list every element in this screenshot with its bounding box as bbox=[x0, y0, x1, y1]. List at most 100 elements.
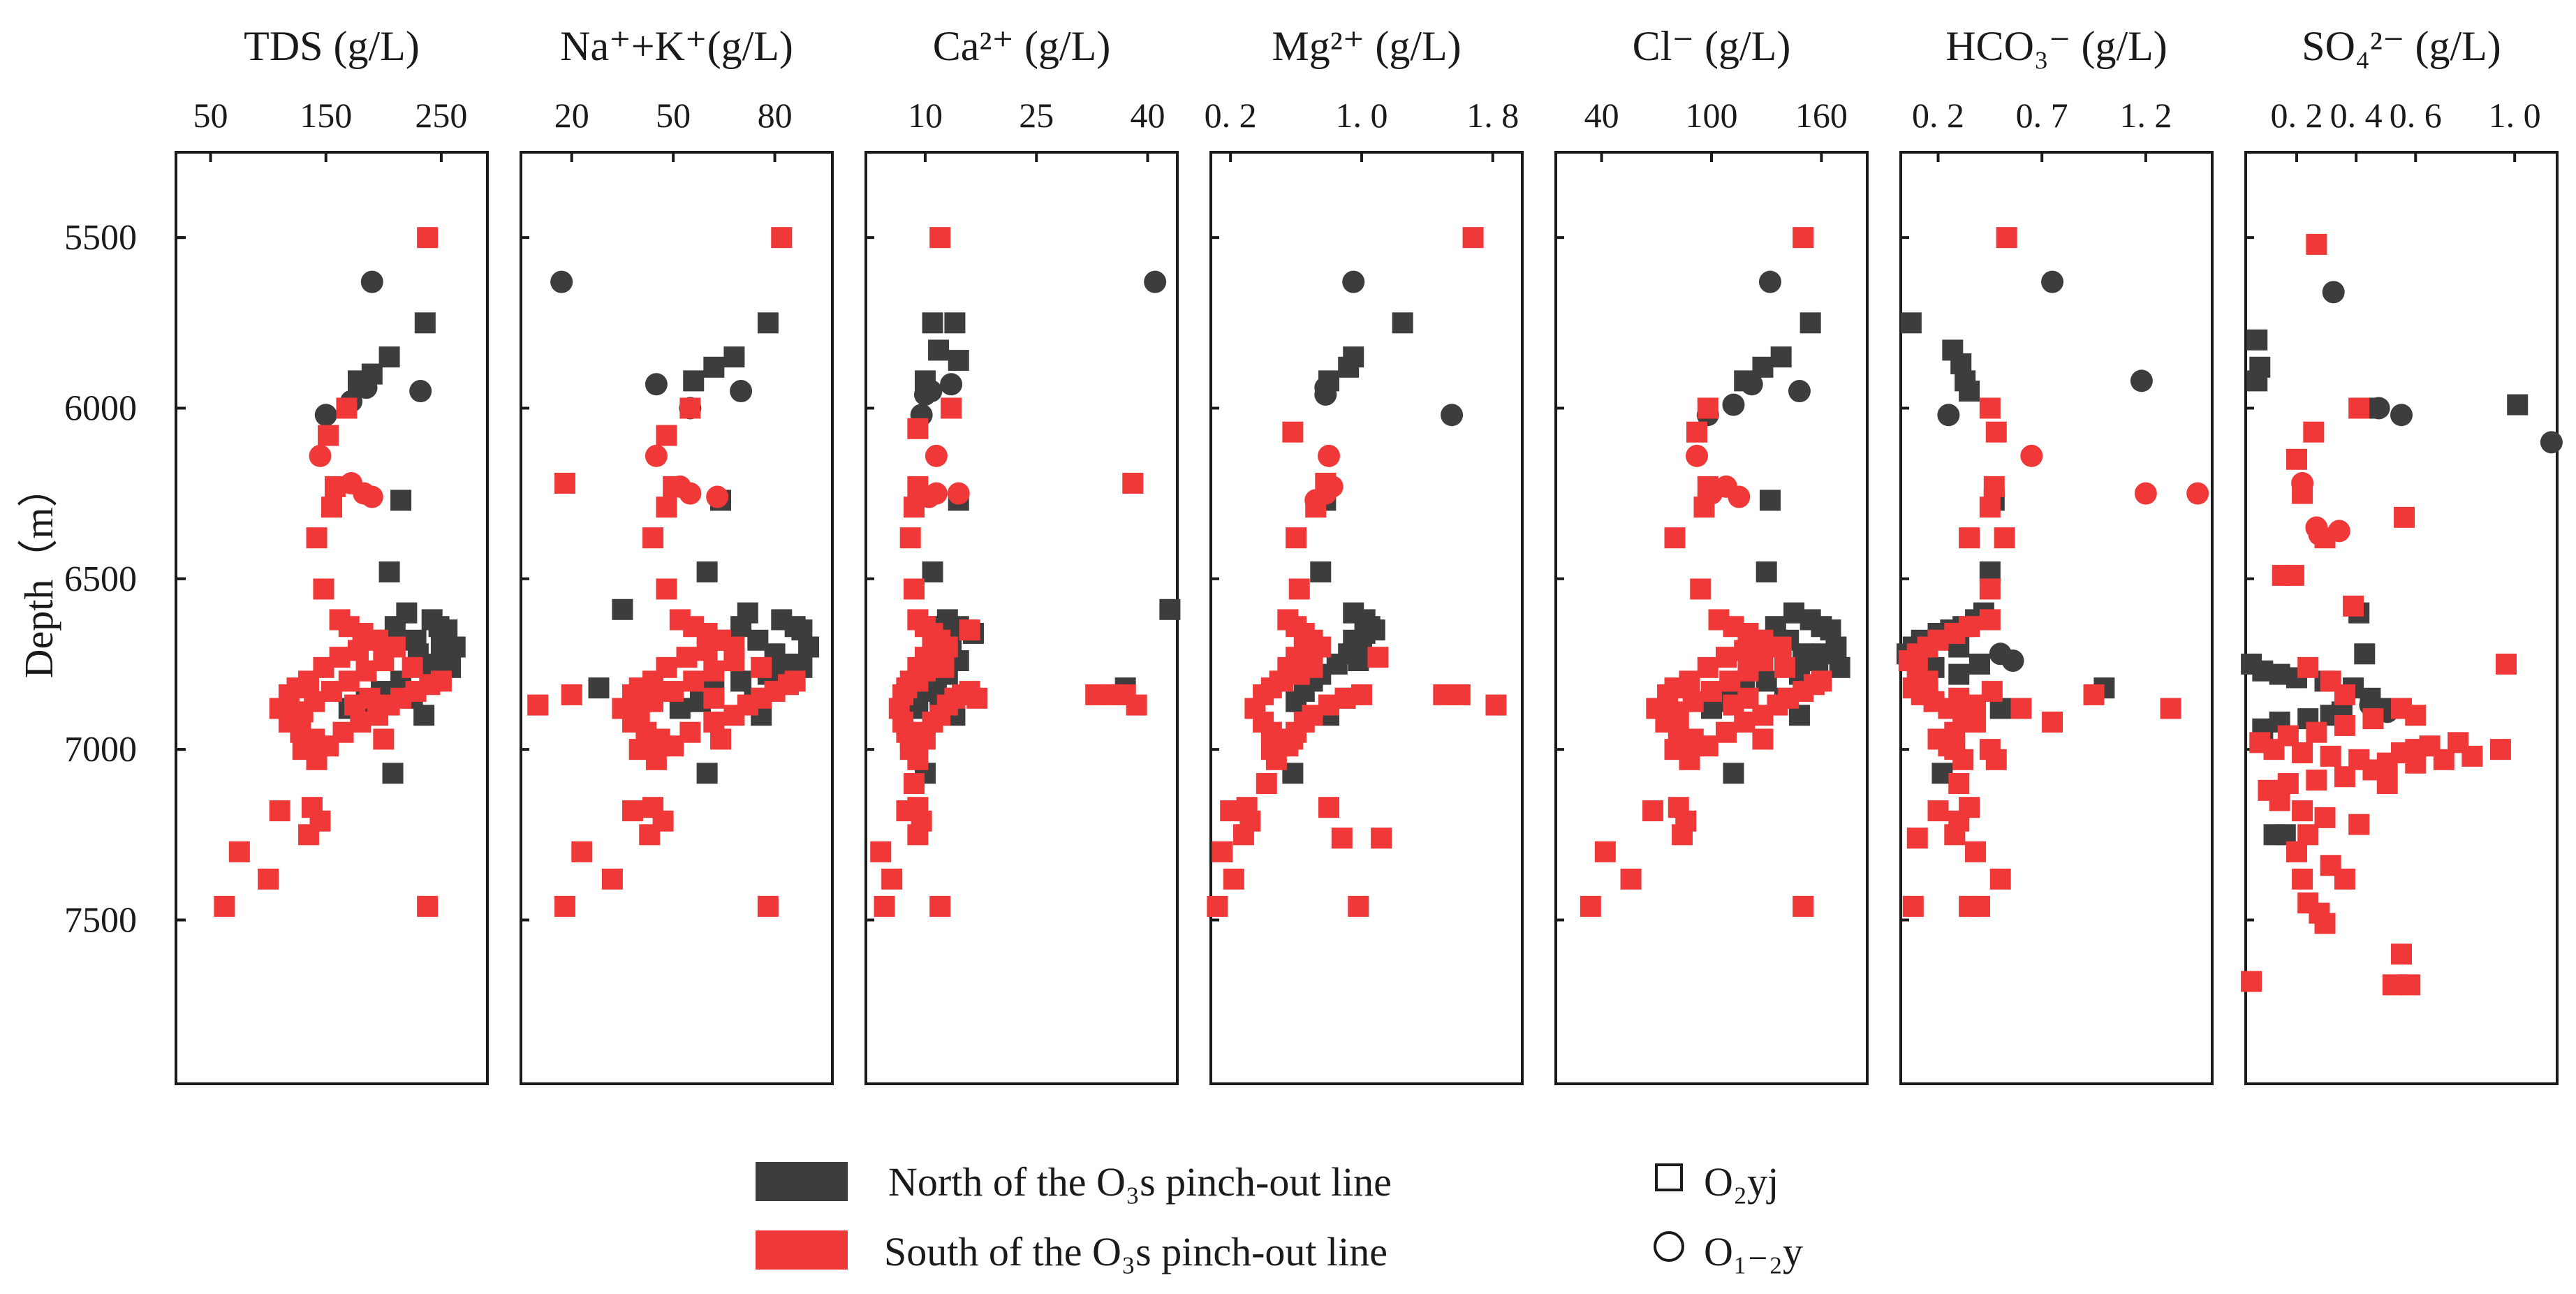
south-circle-point bbox=[2308, 523, 2331, 546]
south-square-point bbox=[269, 800, 290, 822]
south-square-point bbox=[1715, 721, 1737, 743]
south-square-point bbox=[1994, 527, 2015, 549]
x-tick-label: 1. 0 bbox=[1335, 96, 1388, 135]
south-square-point bbox=[2269, 790, 2290, 811]
panel-frame bbox=[520, 151, 834, 1085]
north-square-point bbox=[382, 763, 404, 784]
south-square-point bbox=[1723, 694, 1744, 716]
south-square-point bbox=[1282, 421, 1304, 443]
south-square-point bbox=[1906, 828, 1928, 849]
south-square-point bbox=[2083, 684, 2105, 705]
south-square-point bbox=[1793, 895, 1814, 917]
north-square-point bbox=[747, 629, 769, 651]
north-circle-point bbox=[1758, 270, 1781, 293]
north-square-point bbox=[1756, 670, 1777, 692]
panel-frame bbox=[2244, 151, 2559, 1085]
north-square-point bbox=[723, 346, 745, 368]
south-square-point bbox=[1981, 681, 2003, 703]
panel-frame bbox=[1899, 151, 2214, 1085]
south-square-point bbox=[628, 701, 650, 723]
south-square-point bbox=[907, 824, 929, 846]
north-circle-point bbox=[1144, 270, 1167, 293]
south-square-point bbox=[2399, 974, 2421, 996]
y-tick-label: 5500 bbox=[64, 218, 137, 258]
panel-2: Na⁺+K⁺(g/L) 20 50 80 bbox=[520, 23, 834, 1085]
north-circle-point bbox=[940, 373, 963, 396]
south-square-point bbox=[1927, 800, 1949, 822]
panel-4: Mg²⁺ (g/L) 0. 2 1. 0 1. 8 bbox=[1205, 23, 1524, 1085]
south-square-point bbox=[904, 772, 925, 794]
north-square-point bbox=[1310, 561, 1332, 583]
x-tick-label: 50 bbox=[656, 96, 691, 135]
north-square-point bbox=[588, 677, 610, 699]
south-square-point bbox=[757, 895, 779, 917]
south-square-point bbox=[621, 800, 643, 822]
x-tick-label: 0. 2 bbox=[1205, 96, 1257, 135]
south-circle-point bbox=[2186, 482, 2209, 505]
south-circle-point bbox=[1686, 444, 1709, 467]
south-square-point bbox=[402, 656, 423, 678]
south-square-point bbox=[1989, 868, 2011, 890]
panel-frame bbox=[175, 151, 489, 1085]
x-tick-label: 0. 6 bbox=[2390, 96, 2442, 135]
south-square-point bbox=[771, 227, 793, 249]
south-square-point bbox=[784, 670, 806, 692]
south-square-point bbox=[1979, 739, 2001, 760]
south-square-point bbox=[656, 497, 677, 518]
south-square-point bbox=[870, 841, 892, 862]
south-square-point bbox=[696, 640, 718, 661]
south-square-point bbox=[321, 497, 342, 518]
south-square-point bbox=[710, 728, 732, 750]
north-circle-point bbox=[2001, 649, 2024, 672]
north-square-point bbox=[612, 598, 633, 620]
south-square-point bbox=[899, 527, 921, 549]
south-circle-point bbox=[2291, 471, 2314, 494]
south-circle-point bbox=[1728, 485, 1751, 508]
panel-title: Na⁺+K⁺(g/L) bbox=[560, 23, 793, 69]
south-square-point bbox=[2320, 745, 2341, 767]
north-square-point bbox=[405, 629, 427, 651]
north-square-point bbox=[683, 370, 705, 392]
north-circle-point bbox=[2540, 431, 2563, 454]
x-tick-label: 20 bbox=[554, 96, 589, 135]
south-circle-point bbox=[360, 485, 383, 508]
south-square-point bbox=[907, 418, 929, 439]
south-square-point bbox=[1774, 656, 1795, 678]
south-square-point bbox=[663, 681, 684, 703]
south-square-point bbox=[571, 841, 593, 862]
south-square-point bbox=[1701, 681, 1722, 703]
south-circle-point bbox=[1304, 489, 1327, 512]
south-circle-point bbox=[2327, 520, 2350, 543]
panel-3: Ca²⁺ (g/L) 10 25 40 bbox=[864, 23, 1181, 1085]
north-square-point bbox=[696, 763, 718, 784]
south-circle-point bbox=[668, 475, 691, 498]
north-circle-point bbox=[1740, 373, 1763, 396]
y-tick-label: 7500 bbox=[64, 900, 137, 940]
south-square-point bbox=[907, 670, 929, 692]
north-square-point bbox=[696, 561, 718, 583]
south-circle-point bbox=[925, 444, 948, 467]
south-square-point bbox=[1944, 824, 1966, 846]
x-tick-label: 40 bbox=[1584, 96, 1619, 135]
south-square-point bbox=[1620, 868, 1642, 890]
south-circle-point bbox=[645, 444, 668, 467]
panel-1: TDS (g/L) 50 150 250 bbox=[175, 23, 489, 1085]
north-square-point bbox=[1948, 663, 1970, 685]
south-square-point bbox=[1979, 397, 2001, 419]
y-axis-label: Depth（m） bbox=[16, 467, 61, 679]
panels-layer: TDS (g/L) 50 150 250 Na⁺+K⁺(g/L) 20 50 80 Ca²⁺ (… bbox=[175, 23, 2563, 1085]
north-square-point bbox=[1338, 356, 1360, 378]
south-square-point bbox=[2292, 800, 2313, 822]
south-square-point bbox=[1286, 527, 1307, 549]
south-square-point bbox=[1752, 728, 1774, 750]
south-square-point bbox=[554, 895, 576, 917]
north-circle-point bbox=[360, 270, 383, 293]
north-circle-point bbox=[2041, 270, 2064, 293]
south-square-point bbox=[2448, 732, 2469, 753]
north-square-point bbox=[757, 312, 779, 334]
south-square-point bbox=[1965, 841, 1987, 862]
north-circle-point bbox=[730, 380, 753, 403]
north-square-point bbox=[1723, 763, 1744, 784]
south-square-point bbox=[2286, 841, 2307, 862]
south-square-point bbox=[1902, 895, 1924, 917]
